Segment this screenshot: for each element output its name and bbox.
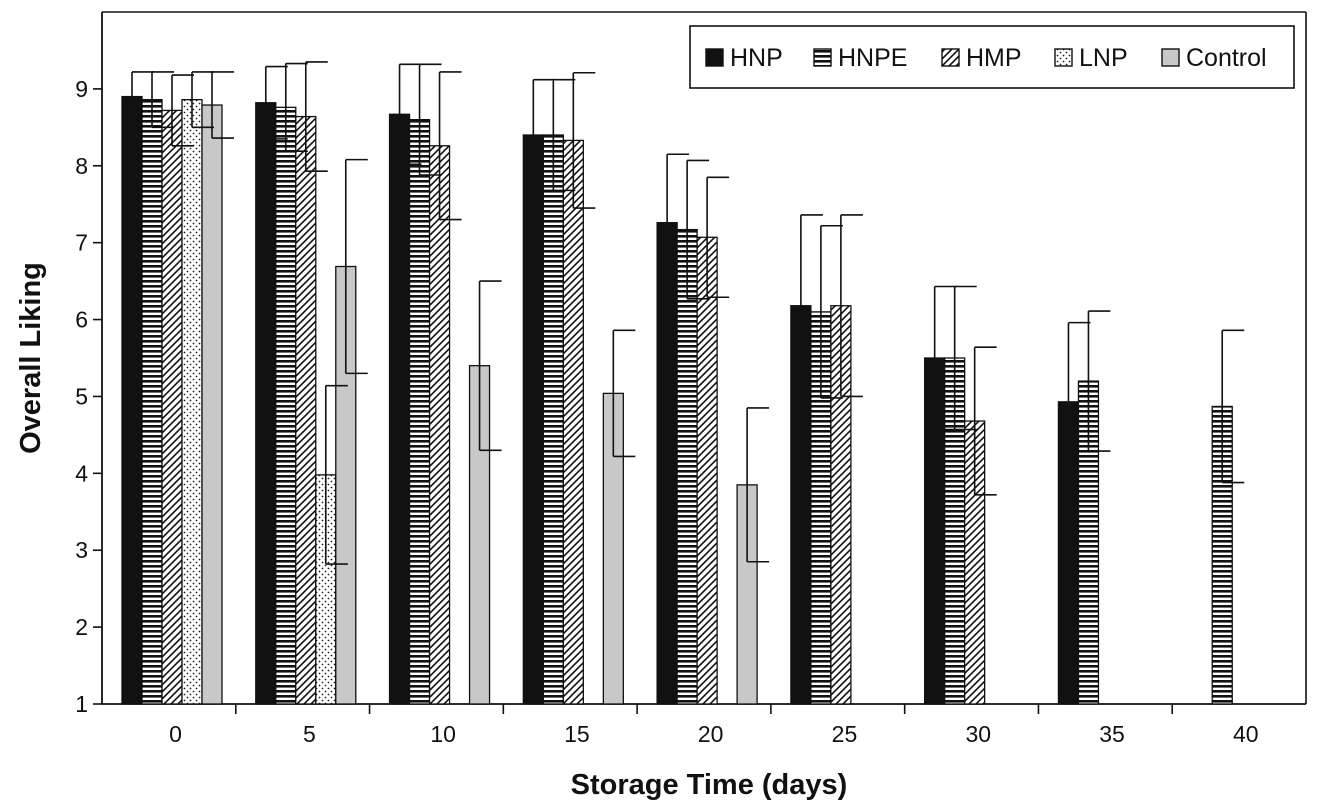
bar-hnpe-day-10 — [408, 118, 431, 705]
y-tick-label: 3 — [75, 537, 88, 563]
y-tick-label: 2 — [75, 614, 88, 640]
legend-swatch-lnp — [1054, 48, 1073, 67]
legend-label-hnp: HNP — [730, 44, 783, 72]
bar-hnp-day-0 — [121, 95, 143, 705]
x-tick-label: 40 — [1233, 721, 1259, 747]
bar-hnpe-day-0 — [141, 99, 163, 705]
x-axis-title: Storage Time (days) — [571, 769, 848, 801]
y-tick-label: 6 — [75, 307, 88, 333]
error-bars — [131, 61, 1245, 565]
y-tick-label: 9 — [75, 76, 88, 102]
legend-swatch-control — [1161, 48, 1180, 67]
bar-hmp-day-15 — [562, 139, 584, 705]
x-tick-label: 30 — [965, 721, 991, 747]
bar-hnpe-day-5 — [275, 106, 297, 705]
y-tick-label: 4 — [75, 460, 88, 486]
y-axis-ticks: 1 2 3 4 5 6 7 8 9 — [75, 76, 102, 717]
bar-hnp-day-10 — [388, 113, 411, 705]
bar-hmp-day-0 — [161, 109, 183, 705]
bar-hnp-day-20 — [656, 222, 678, 705]
legend-label-hnpe: HNPE — [838, 44, 907, 72]
y-tick-label: 7 — [75, 230, 88, 256]
bar-hnp-day-15 — [522, 134, 544, 705]
x-tick-label: 25 — [832, 721, 858, 747]
bar-hnpe-day-20 — [676, 228, 698, 705]
bar-control-day-0 — [201, 104, 223, 705]
legend-label-control: Control — [1186, 44, 1267, 72]
bar-hmp-day-10 — [428, 145, 451, 705]
bar-lnp-day-0 — [181, 99, 203, 705]
x-tick-label: 0 — [169, 721, 182, 747]
x-axis-ticks: 0 5 10 15 20 25 30 35 40 — [169, 704, 1259, 747]
legend-box — [689, 25, 1295, 89]
x-tick-label: 35 — [1099, 721, 1125, 747]
bar-hmp-day-5 — [295, 115, 317, 705]
y-axis-title: Overall Liking — [15, 262, 47, 454]
y-tick-label: 5 — [75, 383, 88, 409]
x-tick-label: 15 — [564, 721, 590, 747]
bars — [121, 95, 1233, 705]
legend-swatch-hnp — [705, 48, 724, 67]
legend-swatch-hmp — [941, 48, 960, 67]
x-tick-label: 5 — [303, 721, 316, 747]
bar-hnp-day-5 — [255, 102, 277, 705]
legend-label-hmp: HMP — [966, 44, 1022, 72]
bar-hnpe-day-15 — [542, 134, 564, 705]
x-tick-label: 10 — [430, 721, 456, 747]
bar-hmp-day-20 — [696, 236, 718, 705]
y-tick-label: 1 — [75, 691, 88, 717]
x-tick-label: 20 — [698, 721, 724, 747]
y-tick-label: 8 — [75, 153, 88, 179]
legend: HNP HNPE HMP LNP Control — [689, 25, 1295, 89]
legend-label-lnp: LNP — [1079, 44, 1128, 72]
legend-swatch-hnpe — [813, 48, 832, 67]
